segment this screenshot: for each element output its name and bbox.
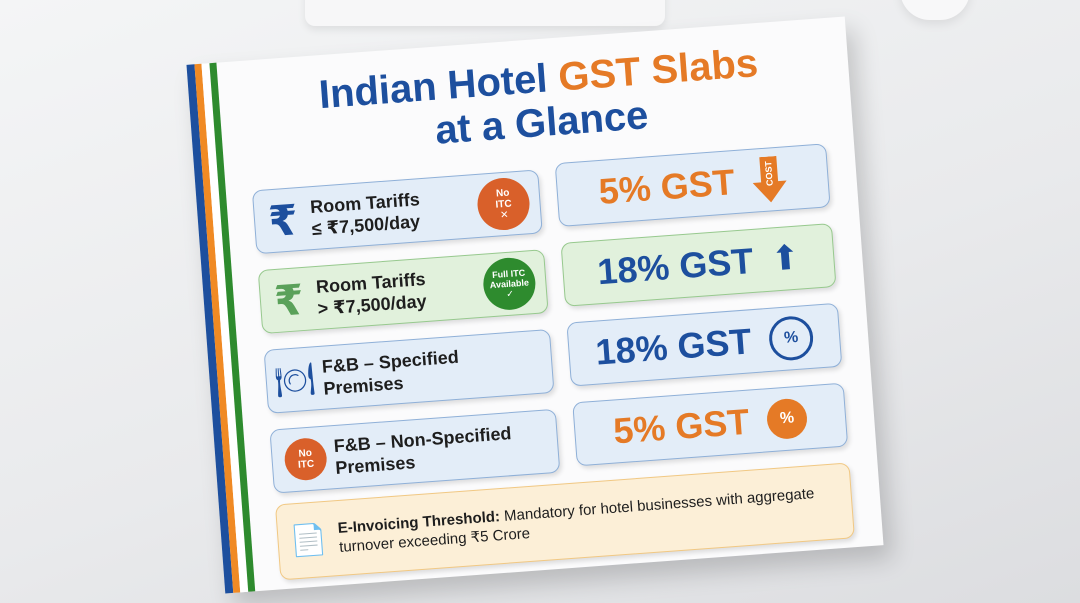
row-fb-non-specified: No ITC F&B – Non-Specified Premises: [269, 408, 561, 494]
fork-knife-no-itc-icon: No ITC: [283, 436, 329, 482]
rate-5-room: 5% GST COST: [554, 143, 831, 228]
rupee-icon: ₹: [266, 195, 300, 245]
rate: 18% GST: [594, 320, 753, 373]
no-itc-badge: No ITC ✕: [475, 176, 532, 232]
rate-18-room: 18% GST ⬆: [560, 223, 837, 307]
percent-rosette-icon: %: [767, 314, 815, 362]
rate-5-fb: 5% GST %: [572, 382, 849, 467]
rate: 5% GST: [611, 400, 751, 452]
percent-seal-icon: %: [765, 397, 809, 441]
cost-down-arrow-icon: COST: [751, 155, 788, 203]
rate: 18% GST: [595, 239, 755, 293]
title-accent: GST Slabs: [556, 41, 760, 100]
row-room-high: ₹ Room Tariffs > ₹7,500/day Full ITC Avai…: [257, 249, 549, 335]
cost-label: COST: [763, 161, 775, 187]
rate: 5% GST: [597, 161, 737, 212]
check-circle-icon: ✓: [505, 288, 515, 300]
plate-fork-knife-icon: 🍽: [273, 360, 317, 400]
laptop-edge: [305, 0, 665, 26]
percent-up-arrow-icon: ⬆: [769, 238, 801, 279]
x-circle-icon: ✕: [499, 209, 509, 221]
row-room-low: ₹ Room Tariffs ≤ ₹7,500/day No ITC ✕: [251, 169, 543, 255]
invoice-check-icon: 📄: [288, 522, 329, 559]
rate-18-fb: 18% GST %: [566, 302, 843, 387]
row-fb-specified: 🍽 F&B – Specified Premises: [263, 328, 555, 414]
rupee-icon: ₹: [272, 275, 306, 325]
gst-poster: Indian Hotel GST Slabs at a Glance ₹ Roo…: [186, 16, 884, 594]
cup: [900, 0, 970, 20]
full-itc-badge: Full ITC Available ✓: [481, 255, 538, 312]
